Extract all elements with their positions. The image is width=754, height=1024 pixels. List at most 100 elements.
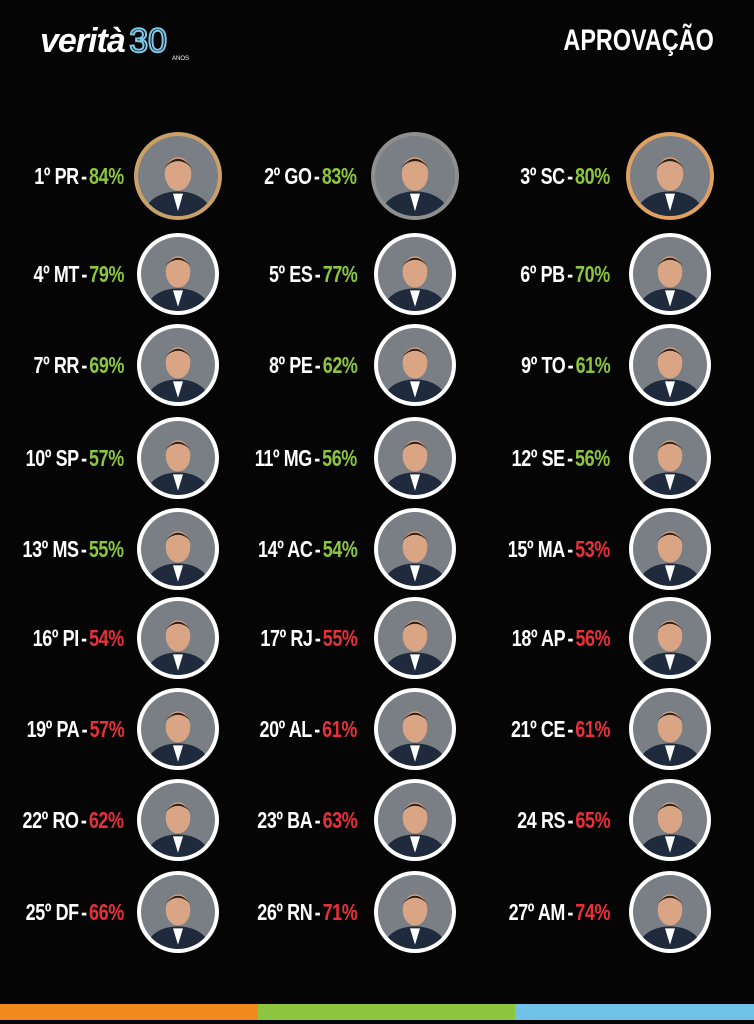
- entry-label: 18º AP -56%: [512, 618, 611, 658]
- approval-value: 54%: [89, 625, 124, 651]
- rank: 19º PA: [26, 716, 79, 742]
- approval-value: 55%: [322, 625, 357, 651]
- photo: [374, 688, 456, 770]
- separator: -: [567, 261, 573, 287]
- separator: -: [567, 625, 573, 651]
- approval-value: 54%: [322, 536, 357, 562]
- photo: [629, 508, 711, 590]
- photo: [371, 132, 459, 220]
- approval-value: 53%: [575, 536, 610, 562]
- entry-label: 22º RO -62%: [23, 800, 124, 840]
- photo: [374, 779, 456, 861]
- rank: 23º BA: [256, 807, 312, 833]
- separator: -: [567, 536, 573, 562]
- logo-number: 30: [128, 21, 168, 61]
- separator: -: [567, 352, 573, 378]
- rank: 25º DF: [25, 899, 79, 925]
- photo: [629, 417, 711, 499]
- entry-label: 19º PA -57%: [26, 709, 124, 749]
- entry-label: 20º AL -61%: [260, 709, 358, 749]
- photo: [137, 324, 219, 406]
- entry-label: 17º RJ -55%: [260, 618, 357, 658]
- rank: 5º ES: [268, 261, 312, 287]
- entry-label: 26º RN -71%: [257, 892, 357, 932]
- entry-label: 5º ES -77%: [268, 254, 357, 294]
- separator: -: [81, 807, 87, 833]
- rank: 14º AC: [257, 536, 313, 562]
- separator: -: [567, 899, 573, 925]
- entry-label: 24 RS -65%: [517, 800, 610, 840]
- separator: -: [314, 352, 320, 378]
- photo: [374, 508, 456, 590]
- photo: [629, 871, 711, 953]
- photo: [137, 417, 219, 499]
- approval-value: 74%: [575, 899, 610, 925]
- approval-value: 79%: [89, 261, 124, 287]
- photo: [374, 417, 456, 499]
- logo: verità 30 ANOS: [40, 21, 189, 66]
- photo: [629, 779, 711, 861]
- rank: 8º PE: [268, 352, 312, 378]
- approval-value: 62%: [89, 807, 124, 833]
- separator: -: [314, 445, 320, 471]
- photo: [374, 597, 456, 679]
- entry-label: 16º PI -54%: [32, 618, 125, 658]
- entry-label: 10º SP -57%: [26, 438, 124, 478]
- rank: 22º RO: [22, 807, 79, 833]
- rank: 6º PB: [520, 261, 565, 287]
- footer-bar-green: [258, 1004, 515, 1020]
- entry-label: 2º GO -83%: [264, 156, 357, 196]
- approval-value: 57%: [89, 716, 124, 742]
- photo: [629, 688, 711, 770]
- entry-label: 13º MS -55%: [23, 529, 124, 569]
- approval-value: 69%: [89, 352, 124, 378]
- rank: 13º MS: [22, 536, 79, 562]
- separator: -: [567, 807, 573, 833]
- separator: -: [314, 807, 320, 833]
- approval-value: 80%: [575, 163, 610, 189]
- separator: -: [314, 261, 320, 287]
- footer-bar-orange: [0, 1004, 258, 1020]
- rank: 15º MA: [507, 536, 565, 562]
- entry-label: 3º SC -80%: [520, 156, 610, 196]
- photo: [137, 779, 219, 861]
- separator: -: [81, 163, 87, 189]
- logo-sub: ANOS: [172, 56, 190, 62]
- photo: [134, 132, 222, 220]
- logo-text: verità: [40, 22, 126, 60]
- separator: -: [567, 445, 573, 471]
- entry-label: 12º SE -56%: [512, 438, 610, 478]
- photo: [374, 324, 456, 406]
- entry-label: 25º DF -66%: [26, 892, 124, 932]
- photo: [626, 132, 714, 220]
- separator: -: [567, 716, 573, 742]
- entry-label: 11º MG -56%: [255, 438, 357, 478]
- approval-value: 56%: [575, 445, 610, 471]
- entry-label: 8º PE -62%: [268, 345, 357, 385]
- separator: -: [81, 625, 87, 651]
- approval-value: 71%: [322, 899, 357, 925]
- entry-label: 14º AC -54%: [257, 529, 358, 569]
- separator: -: [81, 261, 87, 287]
- approval-value: 63%: [322, 807, 357, 833]
- separator: -: [314, 716, 320, 742]
- entry-label: 23º BA -63%: [257, 800, 357, 840]
- entry-label: 27º AM -74%: [509, 892, 611, 932]
- separator: -: [314, 536, 320, 562]
- separator: -: [314, 625, 320, 651]
- separator: -: [81, 716, 87, 742]
- approval-value: 66%: [89, 899, 124, 925]
- rank: 12º SE: [511, 445, 565, 471]
- approval-value: 61%: [322, 716, 357, 742]
- rank: 1º PR: [34, 163, 79, 189]
- title: APROVAÇÃO: [563, 24, 714, 57]
- rank: 16º PI: [32, 625, 79, 651]
- approval-value: 61%: [575, 716, 610, 742]
- approval-value: 57%: [89, 445, 124, 471]
- rank: 3º SC: [520, 163, 565, 189]
- photo: [629, 233, 711, 315]
- approval-value: 70%: [575, 261, 610, 287]
- separator: -: [81, 445, 87, 471]
- photo: [137, 508, 219, 590]
